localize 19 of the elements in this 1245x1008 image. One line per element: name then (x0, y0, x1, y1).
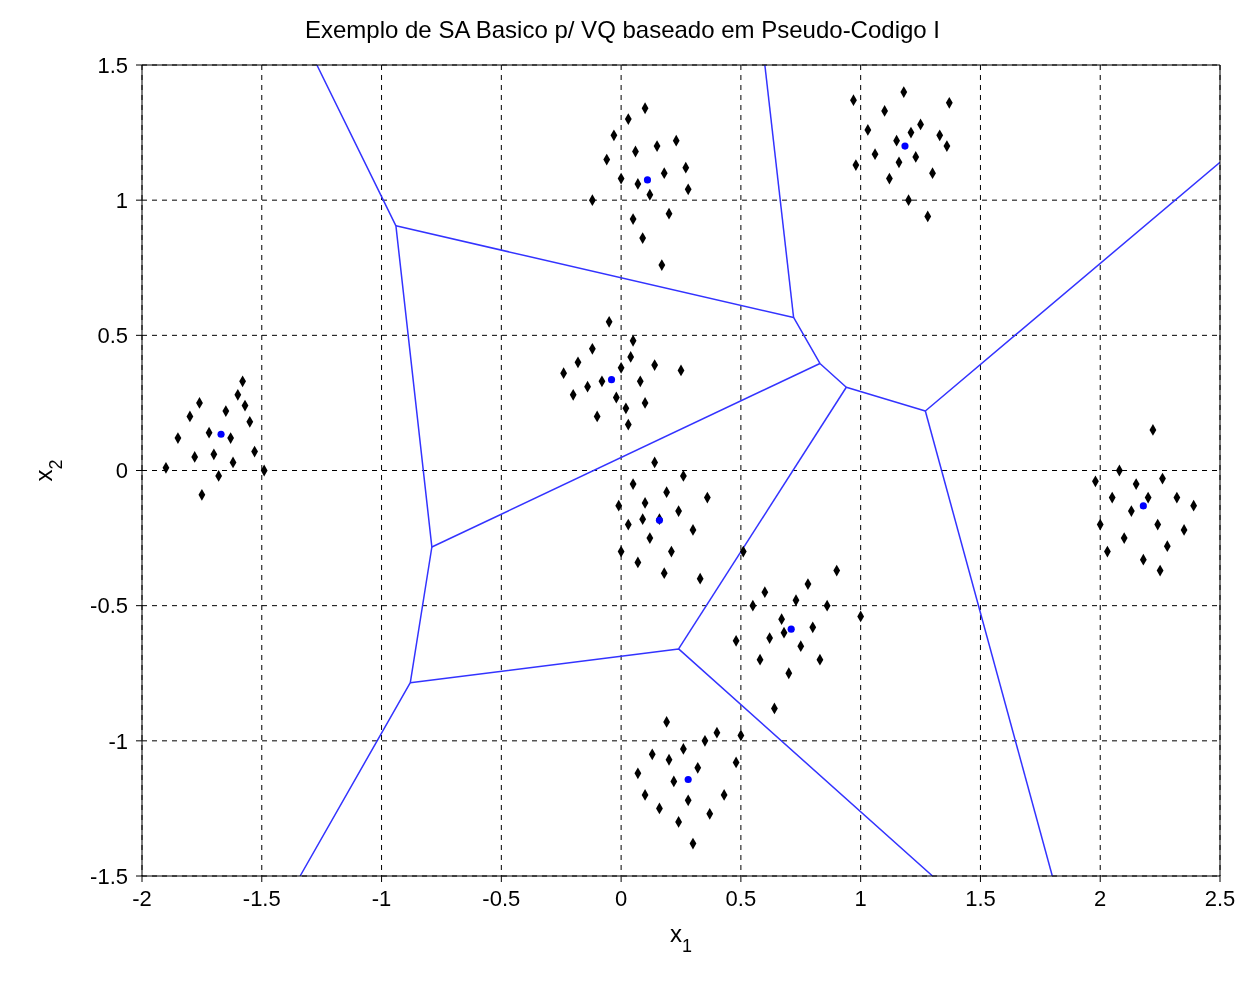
x-tick-label: 0.5 (725, 885, 757, 911)
x-axis-title: x$_{1}$ (669, 920, 693, 956)
x-tick-label: -2 (132, 885, 152, 911)
x-tick-label: 2.5 (1204, 885, 1236, 911)
y-tick-label: 0 (115, 458, 128, 484)
x-tick-label: 1.5 (965, 885, 996, 911)
y-tick-label: 1 (115, 187, 128, 213)
x-tick-label: 0 (614, 885, 628, 911)
y-tick-label: 1.5 (97, 52, 128, 78)
y-tick-label: -1 (108, 728, 128, 754)
x-tick-label: -1 (371, 885, 392, 911)
x-tick-label: -1.5 (242, 885, 281, 911)
y-tick-label: 0.5 (97, 323, 128, 349)
x-tick-label: 2 (1094, 885, 1107, 911)
chart-title: Exemplo de SA Basico p/ VQ baseado em Pseudo-Codigo I (303, 16, 941, 44)
y-tick-label: -1.5 (90, 863, 128, 889)
x-tick-label: -0.5 (482, 885, 521, 911)
y-tick-label: -0.5 (90, 593, 128, 619)
x-tick-label: 1 (854, 885, 867, 911)
